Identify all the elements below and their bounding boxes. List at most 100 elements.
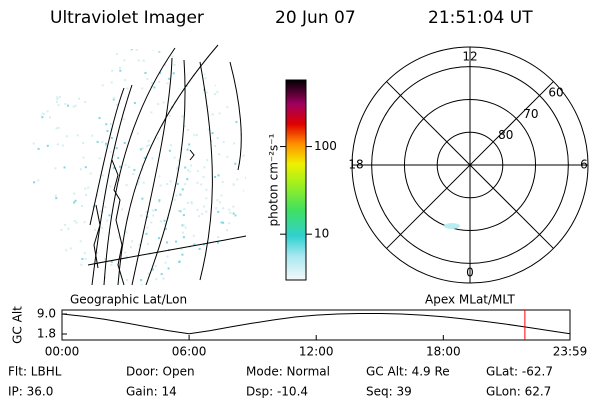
speckle bbox=[57, 104, 60, 107]
lat-circle bbox=[436, 131, 504, 199]
speckle bbox=[117, 156, 120, 159]
speckle bbox=[186, 148, 189, 151]
speckle bbox=[232, 142, 235, 145]
speckle bbox=[96, 194, 99, 197]
title: Ultraviolet Imager bbox=[50, 8, 204, 28]
speckle bbox=[64, 223, 67, 226]
colorbar-tick-label: 100 bbox=[314, 139, 337, 153]
speckle bbox=[189, 275, 192, 278]
speckle bbox=[91, 134, 94, 137]
speckle bbox=[182, 281, 185, 284]
speckle bbox=[138, 243, 141, 246]
speckle bbox=[43, 261, 46, 264]
speckle bbox=[123, 59, 126, 62]
info-field: Mode: Normal bbox=[246, 365, 330, 379]
speckle bbox=[99, 210, 102, 213]
speckle bbox=[37, 179, 40, 182]
speckle bbox=[205, 188, 208, 191]
speckle bbox=[141, 197, 144, 200]
speckle bbox=[204, 77, 207, 80]
speckle bbox=[226, 61, 229, 64]
speckle bbox=[109, 185, 112, 188]
speckle bbox=[192, 234, 195, 237]
speckle bbox=[133, 168, 136, 171]
speckle bbox=[138, 177, 141, 180]
speckle bbox=[101, 141, 104, 144]
speckle bbox=[181, 188, 184, 191]
speckle bbox=[30, 246, 33, 249]
speckle bbox=[69, 247, 72, 250]
speckle bbox=[113, 154, 116, 157]
speckle bbox=[202, 176, 205, 179]
speckle bbox=[241, 96, 244, 99]
speckle bbox=[85, 194, 88, 197]
speckle bbox=[186, 201, 189, 204]
info-field: GLat: -62.7 bbox=[486, 365, 553, 379]
speckle bbox=[188, 143, 191, 146]
lat-circle bbox=[403, 98, 537, 232]
speckle bbox=[65, 249, 68, 252]
speckle bbox=[46, 110, 49, 113]
speckle bbox=[182, 214, 185, 217]
speckle bbox=[35, 119, 38, 122]
speckle bbox=[33, 57, 36, 60]
meridian bbox=[117, 44, 219, 286]
speckle bbox=[234, 162, 237, 165]
speckle bbox=[41, 231, 44, 234]
speckle bbox=[61, 263, 64, 266]
speckle bbox=[196, 181, 199, 184]
speckle bbox=[105, 123, 108, 126]
speckle bbox=[64, 102, 67, 105]
speckle bbox=[169, 180, 172, 183]
speckle bbox=[204, 283, 207, 285]
speckle bbox=[152, 209, 155, 212]
speckle bbox=[245, 176, 246, 179]
speckle bbox=[238, 71, 241, 74]
speckle bbox=[94, 228, 97, 231]
speckle bbox=[215, 207, 218, 210]
speckle bbox=[183, 125, 186, 128]
speckle bbox=[48, 73, 51, 76]
speckle bbox=[184, 183, 187, 186]
speckle bbox=[137, 180, 140, 183]
speckle bbox=[41, 116, 44, 119]
speckle bbox=[219, 74, 222, 77]
speckle bbox=[182, 236, 185, 239]
speckle bbox=[84, 257, 87, 260]
speckle bbox=[118, 282, 121, 285]
speckle bbox=[47, 71, 50, 74]
speckle bbox=[80, 168, 83, 171]
speckle bbox=[203, 166, 206, 169]
speckle bbox=[220, 253, 223, 256]
speckle bbox=[186, 178, 189, 181]
speckle bbox=[119, 69, 122, 72]
speckle bbox=[242, 154, 245, 157]
speckle bbox=[139, 148, 142, 151]
speckle bbox=[142, 181, 145, 184]
speckle bbox=[222, 141, 225, 144]
speckle bbox=[190, 164, 193, 167]
speckle bbox=[105, 144, 108, 147]
speckle bbox=[205, 210, 208, 213]
speckle bbox=[226, 252, 229, 255]
speckle bbox=[30, 267, 33, 270]
speckle bbox=[226, 229, 229, 232]
speckle bbox=[207, 128, 210, 131]
speckle bbox=[216, 137, 219, 140]
speckle bbox=[176, 166, 179, 169]
lat-label: 70 bbox=[523, 107, 538, 121]
speckle bbox=[173, 156, 176, 159]
speckle bbox=[57, 126, 60, 129]
speckle bbox=[181, 231, 184, 234]
speckle bbox=[154, 208, 157, 211]
speckle bbox=[156, 137, 159, 140]
speckle bbox=[62, 268, 65, 271]
speckle bbox=[63, 269, 66, 272]
mlt-label: 18 bbox=[348, 158, 363, 172]
lat-label: 80 bbox=[498, 128, 513, 142]
speckle bbox=[132, 173, 135, 176]
meridian bbox=[199, 61, 213, 281]
speckle bbox=[196, 208, 199, 211]
speckle bbox=[115, 53, 118, 56]
